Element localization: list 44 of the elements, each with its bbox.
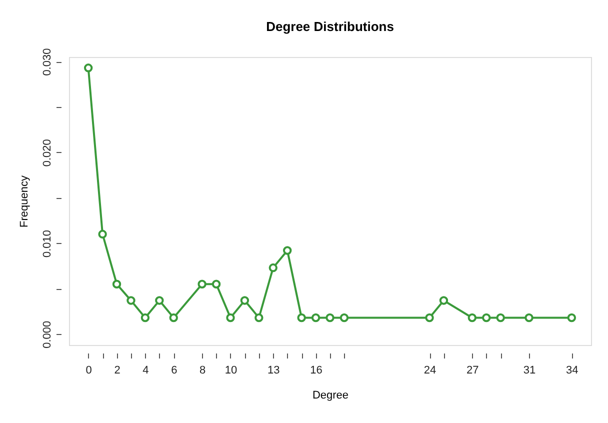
x-tick-label: 34 <box>566 364 578 376</box>
point <box>268 263 278 272</box>
y-tick-label: 0.030 <box>42 48 54 76</box>
point <box>567 313 576 322</box>
point <box>283 246 292 255</box>
point <box>326 313 334 322</box>
point <box>254 313 264 322</box>
point <box>98 230 107 239</box>
point <box>140 313 150 322</box>
x-axis-title: Degree <box>312 390 349 402</box>
y-tick-label: 0.020 <box>42 139 54 167</box>
chart-title: Degree Distributions <box>266 18 394 34</box>
point <box>482 313 491 322</box>
point <box>155 296 164 305</box>
point <box>198 280 206 288</box>
x-tick-label: 0 <box>86 364 92 376</box>
point <box>496 313 505 322</box>
point <box>311 313 320 322</box>
point <box>524 313 534 322</box>
point <box>126 296 136 305</box>
point <box>169 313 178 322</box>
x-tick-label: 4 <box>142 364 149 376</box>
x-tick-label: 31 <box>523 364 536 376</box>
x-tick-label: 13 <box>268 364 280 376</box>
point <box>240 296 250 305</box>
point <box>84 64 93 72</box>
x-tick-label: 6 <box>171 364 178 376</box>
x-tick-label: 10 <box>224 364 238 376</box>
point <box>226 313 235 322</box>
x-tick-label: 27 <box>466 364 479 376</box>
y-tick-label: 0.010 <box>42 230 54 258</box>
y-tick-label: 0.000 <box>42 320 54 348</box>
point <box>297 313 306 322</box>
y-axis-title: Frequency <box>18 175 30 228</box>
point <box>425 313 434 322</box>
point <box>439 296 448 305</box>
x-tick-label: 16 <box>310 364 322 376</box>
x-tick-label: 24 <box>424 364 436 376</box>
point <box>112 280 122 288</box>
x-tick-label: 2 <box>114 364 120 376</box>
point <box>212 280 221 288</box>
point <box>340 313 349 322</box>
point <box>468 313 477 322</box>
x-tick-label: 8 <box>199 364 206 376</box>
